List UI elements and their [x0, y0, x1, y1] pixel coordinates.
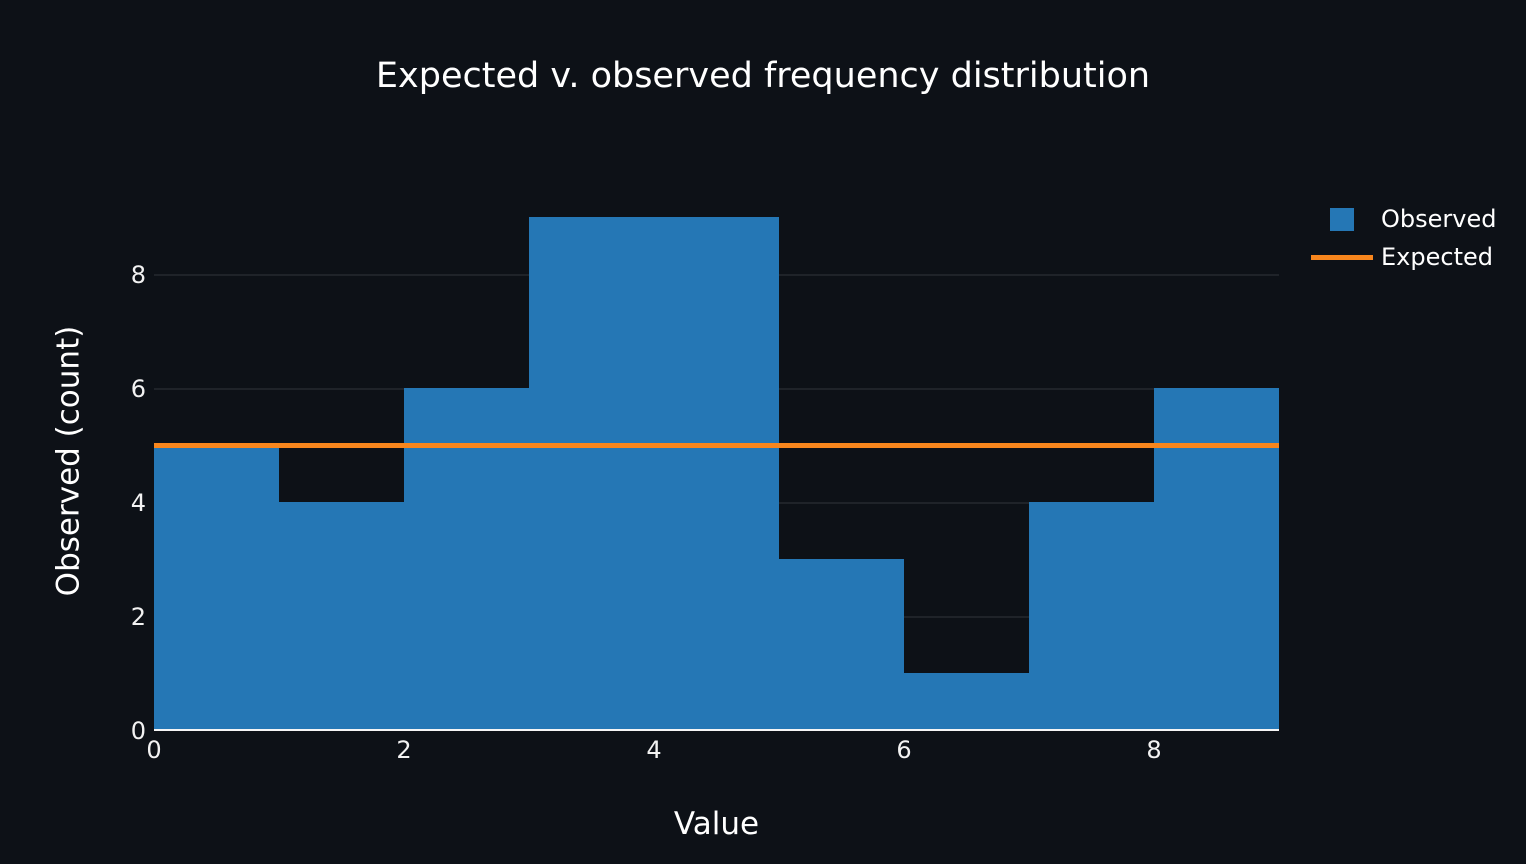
observed-bar-7-8	[1029, 501, 1154, 730]
legend: Observed Expected	[1311, 200, 1496, 276]
y-tick-label-4: 4	[130, 488, 146, 517]
legend-label-expected: Expected	[1381, 243, 1493, 271]
observed-bar-4-5	[654, 216, 779, 730]
y-tick-label-6: 6	[130, 374, 146, 403]
legend-entry-expected: Expected	[1311, 238, 1496, 276]
y-tick-label-8: 8	[130, 260, 146, 289]
x-tick-label-0: 0	[146, 736, 162, 764]
observed-bar-3-4	[529, 216, 654, 730]
x-axis-title: Value	[673, 806, 760, 842]
observed-bar-0-1	[154, 444, 279, 730]
y-axis-ticks: 0 2 4 6 8	[0, 190, 146, 743]
observed-bar-6-7	[904, 673, 1029, 730]
x-tick-label-8: 8	[1146, 736, 1162, 764]
expected-line-icon	[1311, 254, 1373, 260]
observed-bar-1-2	[279, 501, 404, 730]
y-tick-label-2: 2	[130, 603, 146, 631]
x-tick-label-6: 6	[896, 736, 912, 764]
x-tick-label-2: 2	[396, 736, 412, 764]
legend-label-observed: Observed	[1381, 205, 1497, 233]
y-tick-label-0: 0	[130, 717, 146, 745]
plot-area	[154, 190, 1279, 731]
legend-key-observed	[1311, 207, 1373, 231]
expected-line	[154, 443, 1279, 449]
legend-key-expected	[1311, 254, 1373, 260]
observed-bar-2-3	[404, 387, 529, 730]
chart-title: Expected v. observed frequency distribut…	[375, 56, 1151, 96]
x-axis-line	[154, 729, 1279, 731]
observed-bar-5-6	[779, 558, 904, 730]
x-axis-ticks: 0 2 4 6 8	[146, 736, 1279, 768]
observed-swatch-icon	[1330, 207, 1354, 231]
x-tick-label-4: 4	[646, 736, 662, 764]
observed-bar-8-9	[1154, 387, 1279, 730]
legend-entry-observed: Observed	[1311, 200, 1496, 238]
